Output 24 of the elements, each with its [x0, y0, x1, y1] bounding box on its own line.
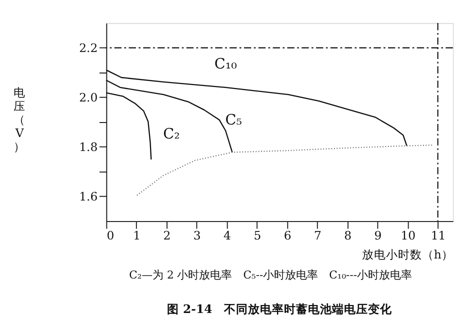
line-series [136, 144, 434, 196]
x-tick-label: 4 [224, 228, 231, 243]
x-tick-label: 3 [193, 228, 201, 243]
x-tick-label: 9 [374, 228, 382, 243]
x-tick-label: 7 [314, 228, 322, 243]
y-tick-label: 1.6 [79, 189, 98, 204]
x-axis-title: 放电小时数（h） [362, 247, 454, 262]
x-tick-label: 1 [133, 228, 141, 243]
series-label: C₂ [163, 126, 180, 143]
series-label: C₅ [225, 112, 242, 128]
x-tick-label: 0 [106, 228, 114, 243]
x-tick-label: 6 [284, 228, 292, 243]
x-tick-label: 11 [430, 228, 446, 243]
x-tick-label: 5 [254, 228, 262, 243]
text: C₂—为 2 小时放电率 C₅--小时放电率 C₁₀---小时放电率 [129, 268, 412, 282]
text: 图 2-14 不同放电率时蓄电池端电压变化 [166, 302, 394, 316]
y-tick-label: 1.8 [79, 140, 98, 154]
y-tick-label: 2.0 [79, 90, 98, 104]
x-tick-label: 2 [163, 228, 171, 243]
x-tick-label: 10 [400, 228, 416, 243]
y-axis-title: 电压（V） [14, 85, 26, 154]
y-tick-label: 2.2 [79, 40, 98, 55]
series-label: C₁₀ [214, 56, 238, 73]
x-tick-label: 8 [344, 228, 352, 243]
